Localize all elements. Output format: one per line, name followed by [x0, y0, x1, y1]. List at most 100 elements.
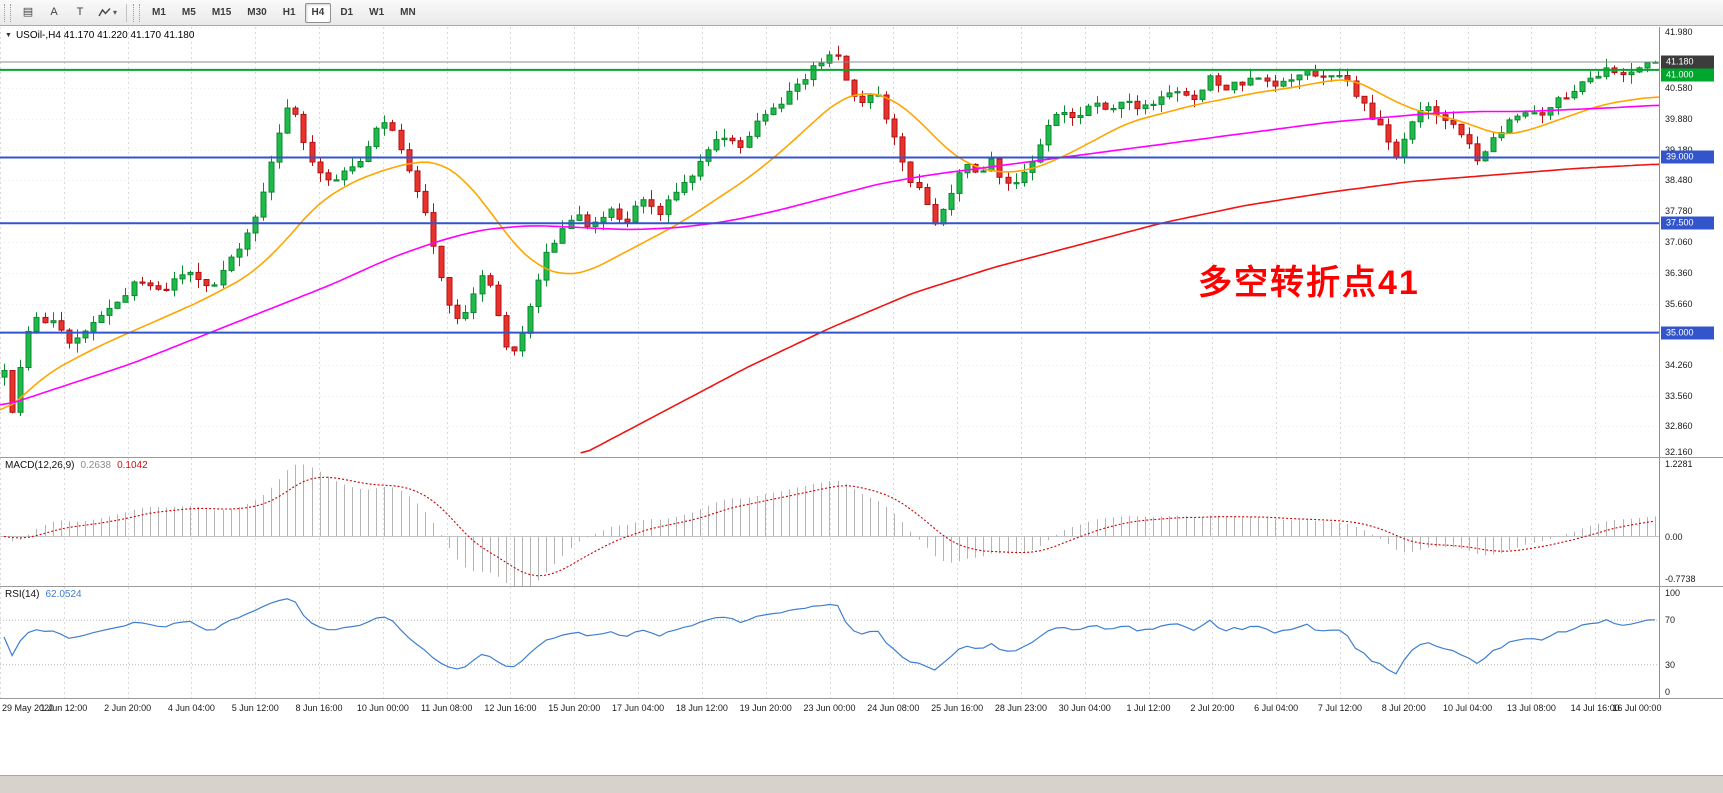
timeframe-m1[interactable]: M1: [145, 3, 173, 23]
macd-scale-label: -0.7738: [1665, 574, 1696, 584]
rsi-scale-label: 30: [1665, 659, 1676, 670]
price-scale-label: 39.180: [1665, 144, 1693, 155]
macd-name: MACD(12,26,9): [5, 460, 75, 471]
price-tag: 41.180: [1661, 55, 1714, 69]
timeframe-m15[interactable]: M15: [205, 3, 238, 23]
rsi-scale-label: 70: [1665, 615, 1676, 626]
time-axis-label: 1 Jun 12:00: [40, 703, 88, 713]
timeframe-mn[interactable]: MN: [393, 3, 423, 23]
timeframe-h4[interactable]: H4: [304, 2, 332, 23]
timeframe-w1[interactable]: W1: [362, 3, 391, 23]
price-scale[interactable]: 41.980 40.580 39.880 39.180 38.480 37.780 37.0…: [1659, 27, 1723, 457]
price-scale-label: 37.060: [1665, 237, 1693, 248]
macd-scale-label: 0.00: [1665, 531, 1683, 542]
price-scale-label: 34.260: [1665, 360, 1693, 371]
time-axis-label: 29 May 2020: [2, 703, 55, 713]
time-axis-label: 24 Jun 08:00: [867, 703, 920, 713]
macd-scale[interactable]: 1.2281 0.00 -0.7738: [1659, 458, 1723, 586]
arrow-tool-icon: A: [50, 6, 58, 18]
text-tool-button[interactable]: T: [68, 3, 92, 23]
time-axis-label: 15 Jun 20:00: [548, 703, 601, 713]
time-axis-label: 5 Jun 12:00: [231, 703, 279, 713]
time-axis-label: 28 Jun 23:00: [994, 703, 1047, 713]
price-chart-panel: ▼ USOil-,H4 41.170 41.220 41.170 41.180 …: [0, 27, 1723, 457]
timeframe-h1[interactable]: H1: [276, 3, 303, 23]
price-scale-label: 40.580: [1665, 83, 1693, 94]
panel-splitter[interactable]: [0, 457, 1723, 458]
time-axis-label: 14 Jul 16:00: [1570, 703, 1620, 713]
rsi-scale-label: 100: [1665, 588, 1681, 598]
rsi-name: RSI(14): [5, 589, 40, 600]
rsi-scale-label: 0: [1665, 687, 1671, 697]
time-axis-label: 30 Jun 04:00: [1058, 703, 1111, 713]
collapse-arrow-icon[interactable]: ▼: [5, 32, 12, 39]
price-scale-label: 37.780: [1665, 205, 1693, 216]
time-axis-label: 17 Jun 04:00: [612, 703, 665, 713]
toolbar-separator: [126, 3, 128, 22]
arrow-tool-button[interactable]: A: [42, 3, 66, 23]
timeframe-d1[interactable]: D1: [333, 3, 360, 23]
price-scale-label: 38.480: [1665, 175, 1693, 186]
price-tag: 35.000: [1661, 326, 1714, 340]
time-axis-label: 19 Jun 20:00: [739, 703, 792, 713]
chart-text-annotation: 多空转折点41: [1198, 264, 1420, 302]
rsi-label: RSI(14) 62.0524: [5, 589, 88, 600]
price-scale-label: 35.660: [1665, 298, 1693, 309]
macd-value-main: 0.2638: [80, 460, 112, 471]
price-tag: 37.500: [1661, 216, 1714, 230]
macd-value-signal: 0.1042: [117, 460, 148, 471]
time-axis-label: 8 Jun 16:00: [295, 703, 343, 713]
time-axis-label: 18 Jun 12:00: [675, 703, 728, 713]
price-scale-label: 39.880: [1665, 113, 1693, 124]
rsi-scale[interactable]: 100 70 30 0: [1659, 587, 1723, 698]
time-axis-label: 8 Jul 20:00: [1381, 703, 1426, 713]
price-scale-label: 33.560: [1665, 390, 1693, 401]
time-axis[interactable]: 29 May 2020 1 Jun 12:00 2 Jun 20:00 4 Jun 0…: [0, 699, 1662, 719]
price-tag: 39.000: [1661, 150, 1714, 164]
time-axis-label: 16 Jul 00:00: [1612, 703, 1662, 713]
price-chart-canvas[interactable]: [0, 27, 1659, 457]
toolbar-grip[interactable]: [4, 3, 11, 22]
rsi-panel: RSI(14) 62.0524 100 70 30 0: [0, 587, 1723, 698]
time-axis-label: 2 Jun 20:00: [104, 703, 152, 713]
time-axis-label: 7 Jul 12:00: [1317, 703, 1362, 713]
time-axis-label: 23 Jun 00:00: [803, 703, 856, 713]
price-scale-label: 32.160: [1665, 447, 1693, 457]
panel-splitter: [0, 698, 1723, 699]
macd-canvas[interactable]: [0, 458, 1659, 586]
line-studies-button[interactable]: ▾: [94, 3, 121, 23]
rsi-canvas[interactable]: [0, 587, 1659, 698]
macd-panel: MACD(12,26,9) 0.2638 0.1042 1.2281 0.00 -0.7…: [0, 458, 1723, 586]
symbol-quote-line: ▼ USOil-,H4 41.170 41.220 41.170 41.180: [5, 30, 194, 41]
chart-window-icon: ▤: [22, 6, 34, 18]
toolbar: ▤ A T ▾ M1 M5 M15 M30 H1 H4 D1 W1 MN: [0, 0, 1723, 26]
time-axis-label: 2 Jul 20:00: [1190, 703, 1235, 713]
time-axis-label: 10 Jun 00:00: [356, 703, 409, 713]
time-axis-label: 6 Jul 04:00: [1254, 703, 1299, 713]
time-axis-label: 25 Jun 16:00: [931, 703, 984, 713]
chevron-down-icon: ▾: [113, 8, 118, 17]
macd-scale-label: 1.2281: [1665, 459, 1693, 469]
timeframe-m5[interactable]: M5: [175, 3, 203, 23]
time-axis-label: 13 Jul 08:00: [1506, 703, 1556, 713]
time-axis-label: 1 Jul 12:00: [1126, 703, 1171, 713]
toolbar-grip[interactable]: [133, 3, 141, 22]
chart-window-button[interactable]: ▤: [16, 3, 40, 23]
price-tag: 41.000: [1661, 68, 1714, 82]
panel-splitter[interactable]: [0, 586, 1723, 587]
price-scale-label: 41.980: [1665, 27, 1693, 37]
text-tool-icon: T: [76, 6, 84, 18]
time-axis-label: 4 Jun 04:00: [167, 703, 215, 713]
price-scale-label: 36.360: [1665, 268, 1693, 279]
time-axis-label: 10 Jul 04:00: [1443, 703, 1493, 713]
status-bar: [0, 775, 1723, 793]
time-axis-label: 11 Jun 08:00: [420, 703, 473, 713]
zigzag-icon: [98, 8, 111, 17]
price-scale-label: 32.860: [1665, 421, 1693, 432]
rsi-value: 62.0524: [45, 589, 82, 600]
timeframe-m30[interactable]: M30: [240, 3, 273, 23]
time-axis-label: 12 Jun 16:00: [484, 703, 537, 713]
symbol-ohlc-text: USOil-,H4 41.170 41.220 41.170 41.180: [15, 30, 195, 41]
macd-label: MACD(12,26,9) 0.2638 0.1042: [5, 460, 154, 471]
